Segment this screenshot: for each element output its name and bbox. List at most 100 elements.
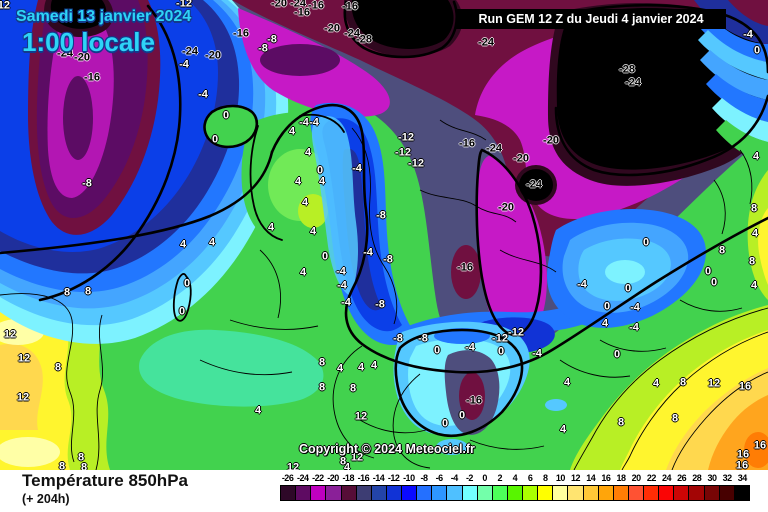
temp-label: 12 (350, 451, 364, 464)
temp-label: -16 (308, 0, 324, 12)
temp-label: -20 (74, 51, 90, 64)
scale-value: 18 (616, 473, 627, 483)
scale-swatch (386, 486, 402, 500)
temp-label: -8 (82, 177, 92, 190)
temp-label: 4 (294, 175, 302, 188)
temp-label: 4 (336, 362, 344, 375)
temp-label: 16 (736, 448, 750, 461)
temp-label: -4 (341, 296, 351, 309)
temp-label: 8 (718, 244, 726, 257)
scale-value: 14 (586, 473, 596, 483)
temp-label: -12 (408, 157, 424, 170)
scale-swatch (583, 486, 599, 500)
temp-label: -24 (486, 142, 502, 155)
scale-value: 26 (677, 473, 687, 483)
scale-swatch (734, 486, 749, 500)
scale-swatch (689, 486, 705, 500)
scale-swatch (477, 486, 493, 500)
scale-swatch (704, 486, 720, 500)
scale-colorbar (280, 485, 750, 501)
temp-label: 0 (321, 250, 329, 263)
scale-value: -14 (372, 473, 385, 483)
temp-label: 0 (613, 348, 621, 361)
scale-values-row: -26 -24 -22 -20 -18 -16 -14 -12 -10 -8 -6 -4 -2 0 2 4 6 8… (280, 473, 750, 484)
scale-value: 30 (707, 473, 717, 483)
temp-label: -12 (508, 326, 524, 339)
scale-value: 8 (542, 473, 548, 483)
temp-label: -28 (619, 63, 635, 76)
scale-swatch (447, 486, 463, 500)
map-area: -12-12-20-24-16-16-16-16-8-8-20-24-28-24… (0, 0, 768, 470)
temp-label: 4 (563, 376, 571, 389)
temp-label: -8 (393, 332, 403, 345)
temp-label: 8 (63, 286, 71, 299)
scale-value: -20 (327, 473, 339, 483)
temp-label: -24 (526, 178, 542, 191)
temp-label: 0 (704, 265, 712, 278)
temp-label: 8 (77, 451, 85, 464)
temp-label: -8 (258, 42, 268, 55)
temp-label: -12 (398, 131, 414, 144)
scale-value: -16 (357, 473, 370, 483)
temp-label: -8 (383, 253, 393, 266)
model-run-banner: Run GEM 12 Z du Jeudi 4 janvier 2024 (456, 9, 726, 29)
scale-value: -26 (281, 473, 294, 483)
scale-swatch (507, 486, 523, 500)
temp-label: 4 (357, 361, 365, 374)
date-label: Samedi 13 janvier 2024 (16, 8, 192, 25)
temp-label: 4 (254, 404, 262, 417)
temp-label: -16 (84, 71, 100, 84)
temp-label: 0 (183, 277, 191, 290)
temp-label: 4 (752, 150, 760, 163)
temp-label: -20 (513, 152, 529, 165)
temp-label: 4 (751, 227, 759, 240)
temp-label: -8 (267, 33, 277, 46)
temp-label: 12 (16, 391, 30, 404)
scale-value: -6 (435, 473, 444, 483)
temp-label: -24 (478, 36, 494, 49)
temp-label: 4 (301, 196, 309, 209)
scale-value: 22 (646, 473, 657, 483)
temp-label: -4 (577, 278, 587, 291)
temp-label: -4 (465, 341, 475, 354)
forecast-offset: (+ 204h) (22, 492, 70, 506)
temp-label: 8 (54, 361, 62, 374)
temp-label: -4 (743, 28, 753, 41)
temp-label: -4 (532, 347, 542, 360)
scale-swatch (613, 486, 629, 500)
temperature-scale: -26 -24 -22 -20 -18 -16 -14 -12 -10 -8 -6 -4 -2 0 2 4 6 8… (280, 473, 750, 501)
temp-label: 8 (318, 381, 326, 394)
temp-label: 0 (458, 409, 466, 422)
temp-label: 0 (710, 276, 718, 289)
temp-label: -24 (625, 76, 641, 89)
temp-label: -20 (324, 22, 340, 35)
scale-swatch (492, 486, 508, 500)
temp-label: 0 (497, 345, 505, 358)
temp-label: 0 (753, 44, 761, 57)
temp-label: -24 (57, 47, 73, 60)
temp-label: -16 (466, 394, 482, 407)
scale-swatch (523, 486, 539, 500)
temp-label: -4 (337, 279, 347, 292)
temp-label: -4 (629, 321, 639, 334)
temp-label: -16 (233, 27, 249, 40)
scale-value: -4 (450, 473, 459, 483)
temp-label: 8 (748, 255, 756, 268)
scale-swatch (568, 486, 584, 500)
temp-label: 8 (349, 382, 357, 395)
temp-label: 12 (354, 410, 368, 423)
scale-value: 24 (661, 473, 672, 483)
scale-swatch (432, 486, 448, 500)
temp-label: 4 (370, 359, 378, 372)
temp-label: -28 (356, 33, 372, 46)
scale-swatch (598, 486, 614, 500)
temp-label: -8 (376, 209, 386, 222)
scale-swatch (341, 486, 357, 500)
scale-swatch (296, 486, 312, 500)
scale-swatch (538, 486, 554, 500)
scale-swatch (371, 486, 387, 500)
temp-label: 12 (3, 328, 17, 341)
scale-swatch (281, 486, 297, 500)
scale-swatch (311, 486, 327, 500)
